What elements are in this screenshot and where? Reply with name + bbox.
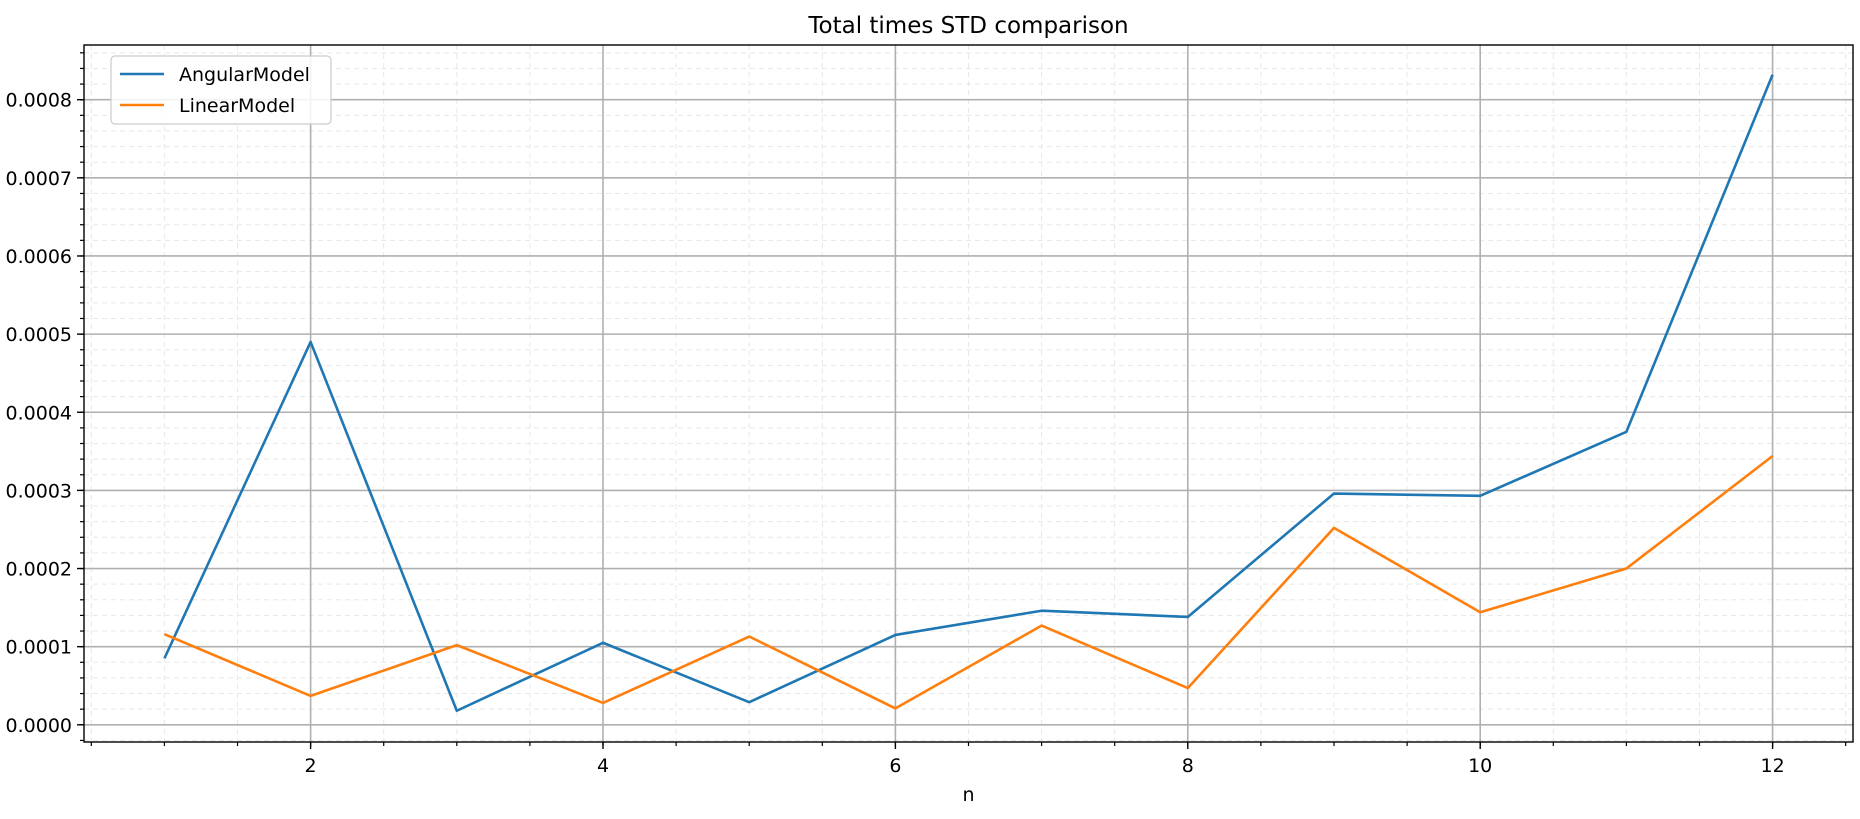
x-tick-label: 4: [597, 755, 609, 777]
y-tick-label: 0.0005: [6, 324, 72, 346]
y-tick-label: 0.0007: [6, 168, 72, 190]
y-tick-label: 0.0002: [6, 559, 72, 581]
minor-grid: [84, 45, 1853, 742]
y-axis: 0.0000 0.0001 0.0002 0.0003 0.0004 0.0005 0.00…: [6, 52, 84, 742]
legend: AngularModel LinearModel: [110, 55, 332, 125]
legend-label: AngularModel: [179, 64, 310, 86]
legend-label: LinearModel: [179, 95, 295, 117]
y-tick-label: 0.0003: [6, 480, 72, 502]
axes-frame: [83, 44, 1854, 743]
chart-title: Total times STD comparison: [807, 13, 1128, 39]
y-tick-label: 0.0008: [6, 90, 72, 112]
major-grid: [84, 45, 1853, 742]
x-tick-label: 10: [1468, 755, 1492, 777]
legend-box: [110, 55, 332, 125]
x-tick-label: 2: [305, 755, 317, 777]
x-axis: 2 4 6 8 10 12: [90, 742, 1847, 777]
y-tick-label: 0.0000: [6, 715, 72, 737]
plot-frame: [83, 44, 1854, 743]
y-tick-label: 0.0004: [6, 402, 72, 424]
series-layer: [163, 74, 1774, 713]
x-tick-label: 12: [1760, 755, 1784, 777]
y-tick-label: 0.0006: [6, 246, 72, 268]
y-tick-label: 0.0001: [6, 637, 72, 659]
series-line: [163, 74, 1774, 713]
series-line: [163, 454, 1774, 710]
x-axis-label: n: [962, 784, 974, 806]
x-tick-label: 6: [889, 755, 901, 777]
x-tick-label: 8: [1182, 755, 1194, 777]
